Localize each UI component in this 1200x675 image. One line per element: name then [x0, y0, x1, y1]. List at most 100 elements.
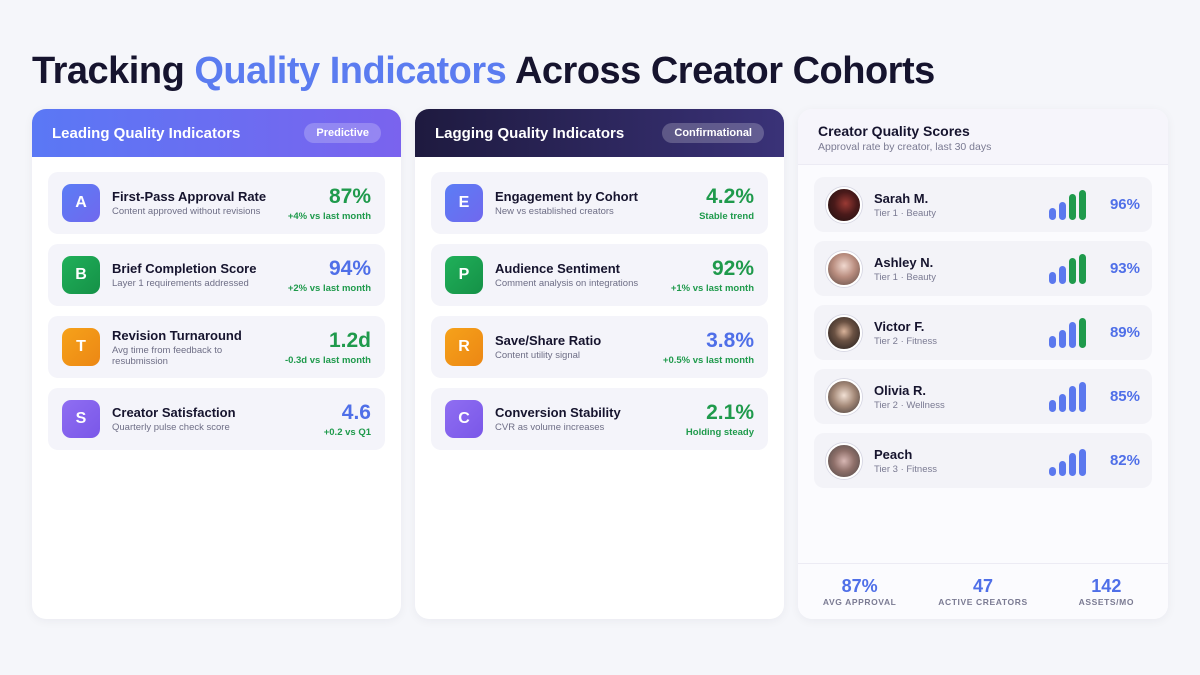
indicator-value: 92% [711, 256, 754, 280]
indicator-value: 4.6 [341, 400, 371, 424]
signal-bar [1069, 257, 1076, 284]
signal-bars-icon [1049, 189, 1086, 220]
lagging-card-header: Lagging Quality Indicators Confirmationa… [415, 109, 784, 157]
indicator-delta: +2% vs last month [287, 282, 371, 294]
indicator-badge: A [62, 184, 100, 222]
signal-bar [1049, 466, 1056, 476]
signal-bar [1059, 393, 1066, 412]
creator-text: Olivia R. Tier 2 · Wellness [874, 383, 1049, 411]
indicator-title: Brief Completion Score [112, 261, 257, 276]
indicator-value: 3.8% [706, 328, 754, 352]
indicator-delta: +1% vs last month [670, 282, 754, 294]
creator-row: Victor F. Tier 2 · Fitness 89% [814, 305, 1152, 360]
indicator-subtitle: New vs established creators [495, 206, 614, 217]
predictive-pill: Predictive [304, 123, 381, 143]
indicator-row: P Audience Sentiment Comment analysis on… [431, 244, 768, 306]
indicator-value: 1.2d [328, 328, 371, 352]
leading-indicators-card: Leading Quality Indicators Predictive A … [32, 109, 401, 619]
creator-scores-subheading: Approval rate by creator, last 30 days [818, 141, 992, 153]
indicator-delta: -0.3d vs last month [284, 354, 371, 366]
indicator-row: S Creator Satisfaction Quarterly pulse c… [48, 388, 385, 450]
signal-bar [1059, 460, 1066, 476]
indicator-text: Creator Satisfaction Quarterly pulse che… [112, 405, 324, 433]
indicator-badge: T [62, 328, 100, 366]
creator-text: Peach Tier 3 · Fitness [874, 447, 1049, 475]
indicator-title: Creator Satisfaction [112, 405, 236, 420]
leading-list: A First-Pass Approval Rate Content appro… [32, 157, 401, 450]
summary-stats: 87% AVG APPROVAL 47 ACTIVE CREATORS 142 … [798, 563, 1168, 619]
indicator-text: Revision Turnaround Avg time from feedba… [112, 328, 285, 367]
indicator-title: Conversion Stability [495, 405, 621, 420]
indicator-row: E Engagement by Cohort New vs establishe… [431, 172, 768, 234]
signal-bar [1059, 265, 1066, 284]
signal-bars-icon [1049, 317, 1086, 348]
lagging-indicators-card: Lagging Quality Indicators Confirmationa… [415, 109, 784, 619]
creator-approval: 82% [1109, 452, 1140, 469]
indicator-badge: B [62, 256, 100, 294]
leading-card-header: Leading Quality Indicators Predictive [32, 109, 401, 157]
creator-name: Victor F. [874, 318, 925, 334]
signal-bar [1079, 448, 1086, 476]
creator-tier: Tier 2 · Wellness [874, 399, 945, 411]
indicator-title: First-Pass Approval Rate [112, 189, 267, 204]
indicator-metric: 3.8% +0.5% vs last month [663, 329, 754, 366]
stat-label: AVG APPROVAL [822, 597, 897, 607]
leading-heading: Leading Quality Indicators [52, 124, 241, 142]
signal-bars-icon [1049, 446, 1086, 476]
indicator-metric: 4.6 +0.2 vs Q1 [324, 401, 371, 438]
stat-avg-approval: 87% AVG APPROVAL [798, 564, 921, 619]
signal-bar [1049, 271, 1056, 284]
creator-name: Peach [874, 446, 913, 462]
avatar [826, 314, 862, 351]
stat-label: ASSETS/MO [1078, 597, 1135, 607]
signal-bar [1069, 452, 1076, 476]
stat-assets-mo: 142 ASSETS/MO [1045, 564, 1168, 619]
signal-bar [1069, 193, 1076, 220]
indicator-value: 4.2% [706, 184, 754, 208]
avatar [826, 378, 862, 415]
signal-bars-icon [1049, 381, 1086, 412]
creator-row: Olivia R. Tier 2 · Wellness 85% [814, 369, 1152, 424]
indicator-text: Audience Sentiment Comment analysis on i… [495, 261, 671, 289]
indicator-badge: P [445, 256, 483, 294]
creator-name: Ashley N. [874, 254, 934, 270]
indicator-subtitle: Comment analysis on integrations [495, 278, 639, 289]
indicator-text: Save/Share Ratio Content utility signal [495, 333, 663, 361]
indicator-metric: 92% +1% vs last month [671, 257, 754, 294]
signal-bar [1079, 381, 1086, 412]
signal-bars-icon [1049, 253, 1086, 284]
indicator-subtitle: Content approved without revisions [112, 206, 261, 217]
indicator-text: Brief Completion Score Layer 1 requireme… [112, 261, 288, 289]
creator-approval: 85% [1109, 388, 1140, 405]
confirmational-pill: Confirmational [662, 123, 764, 143]
indicator-text: First-Pass Approval Rate Content approve… [112, 189, 288, 217]
indicator-title: Audience Sentiment [495, 261, 620, 276]
creator-tier: Tier 1 · Beauty [874, 207, 936, 219]
title-highlight: Quality Indicators [194, 50, 507, 92]
stat-value: 47 [972, 576, 993, 596]
avatar [826, 186, 862, 223]
indicator-delta: +4% vs last month [287, 210, 371, 222]
creator-row: Peach Tier 3 · Fitness 82% [814, 433, 1152, 488]
stat-label: ACTIVE CREATORS [938, 597, 1028, 607]
signal-bar [1069, 385, 1076, 412]
indicator-title: Engagement by Cohort [495, 189, 639, 204]
signal-bar [1049, 207, 1056, 220]
indicator-badge: E [445, 184, 483, 222]
creator-approval: 96% [1109, 196, 1140, 213]
indicator-row: C Conversion Stability CVR as volume inc… [431, 388, 768, 450]
indicator-metric: 94% +2% vs last month [288, 257, 371, 294]
indicator-subtitle: Content utility signal [495, 350, 581, 361]
creator-scores-header: Creator Quality Scores Approval rate by … [798, 109, 1168, 165]
stat-value: 142 [1091, 576, 1122, 596]
indicator-row: R Save/Share Ratio Content utility signa… [431, 316, 768, 378]
signal-bar [1059, 201, 1066, 220]
indicator-metric: 4.2% Stable trend [699, 185, 754, 222]
indicator-metric: 1.2d -0.3d vs last month [285, 329, 371, 366]
indicator-badge: C [445, 400, 483, 438]
creator-name: Olivia R. [874, 382, 927, 398]
creator-approval: 93% [1109, 260, 1140, 277]
signal-bar [1059, 329, 1066, 348]
signal-bar [1069, 321, 1076, 348]
indicator-value: 2.1% [706, 400, 754, 424]
